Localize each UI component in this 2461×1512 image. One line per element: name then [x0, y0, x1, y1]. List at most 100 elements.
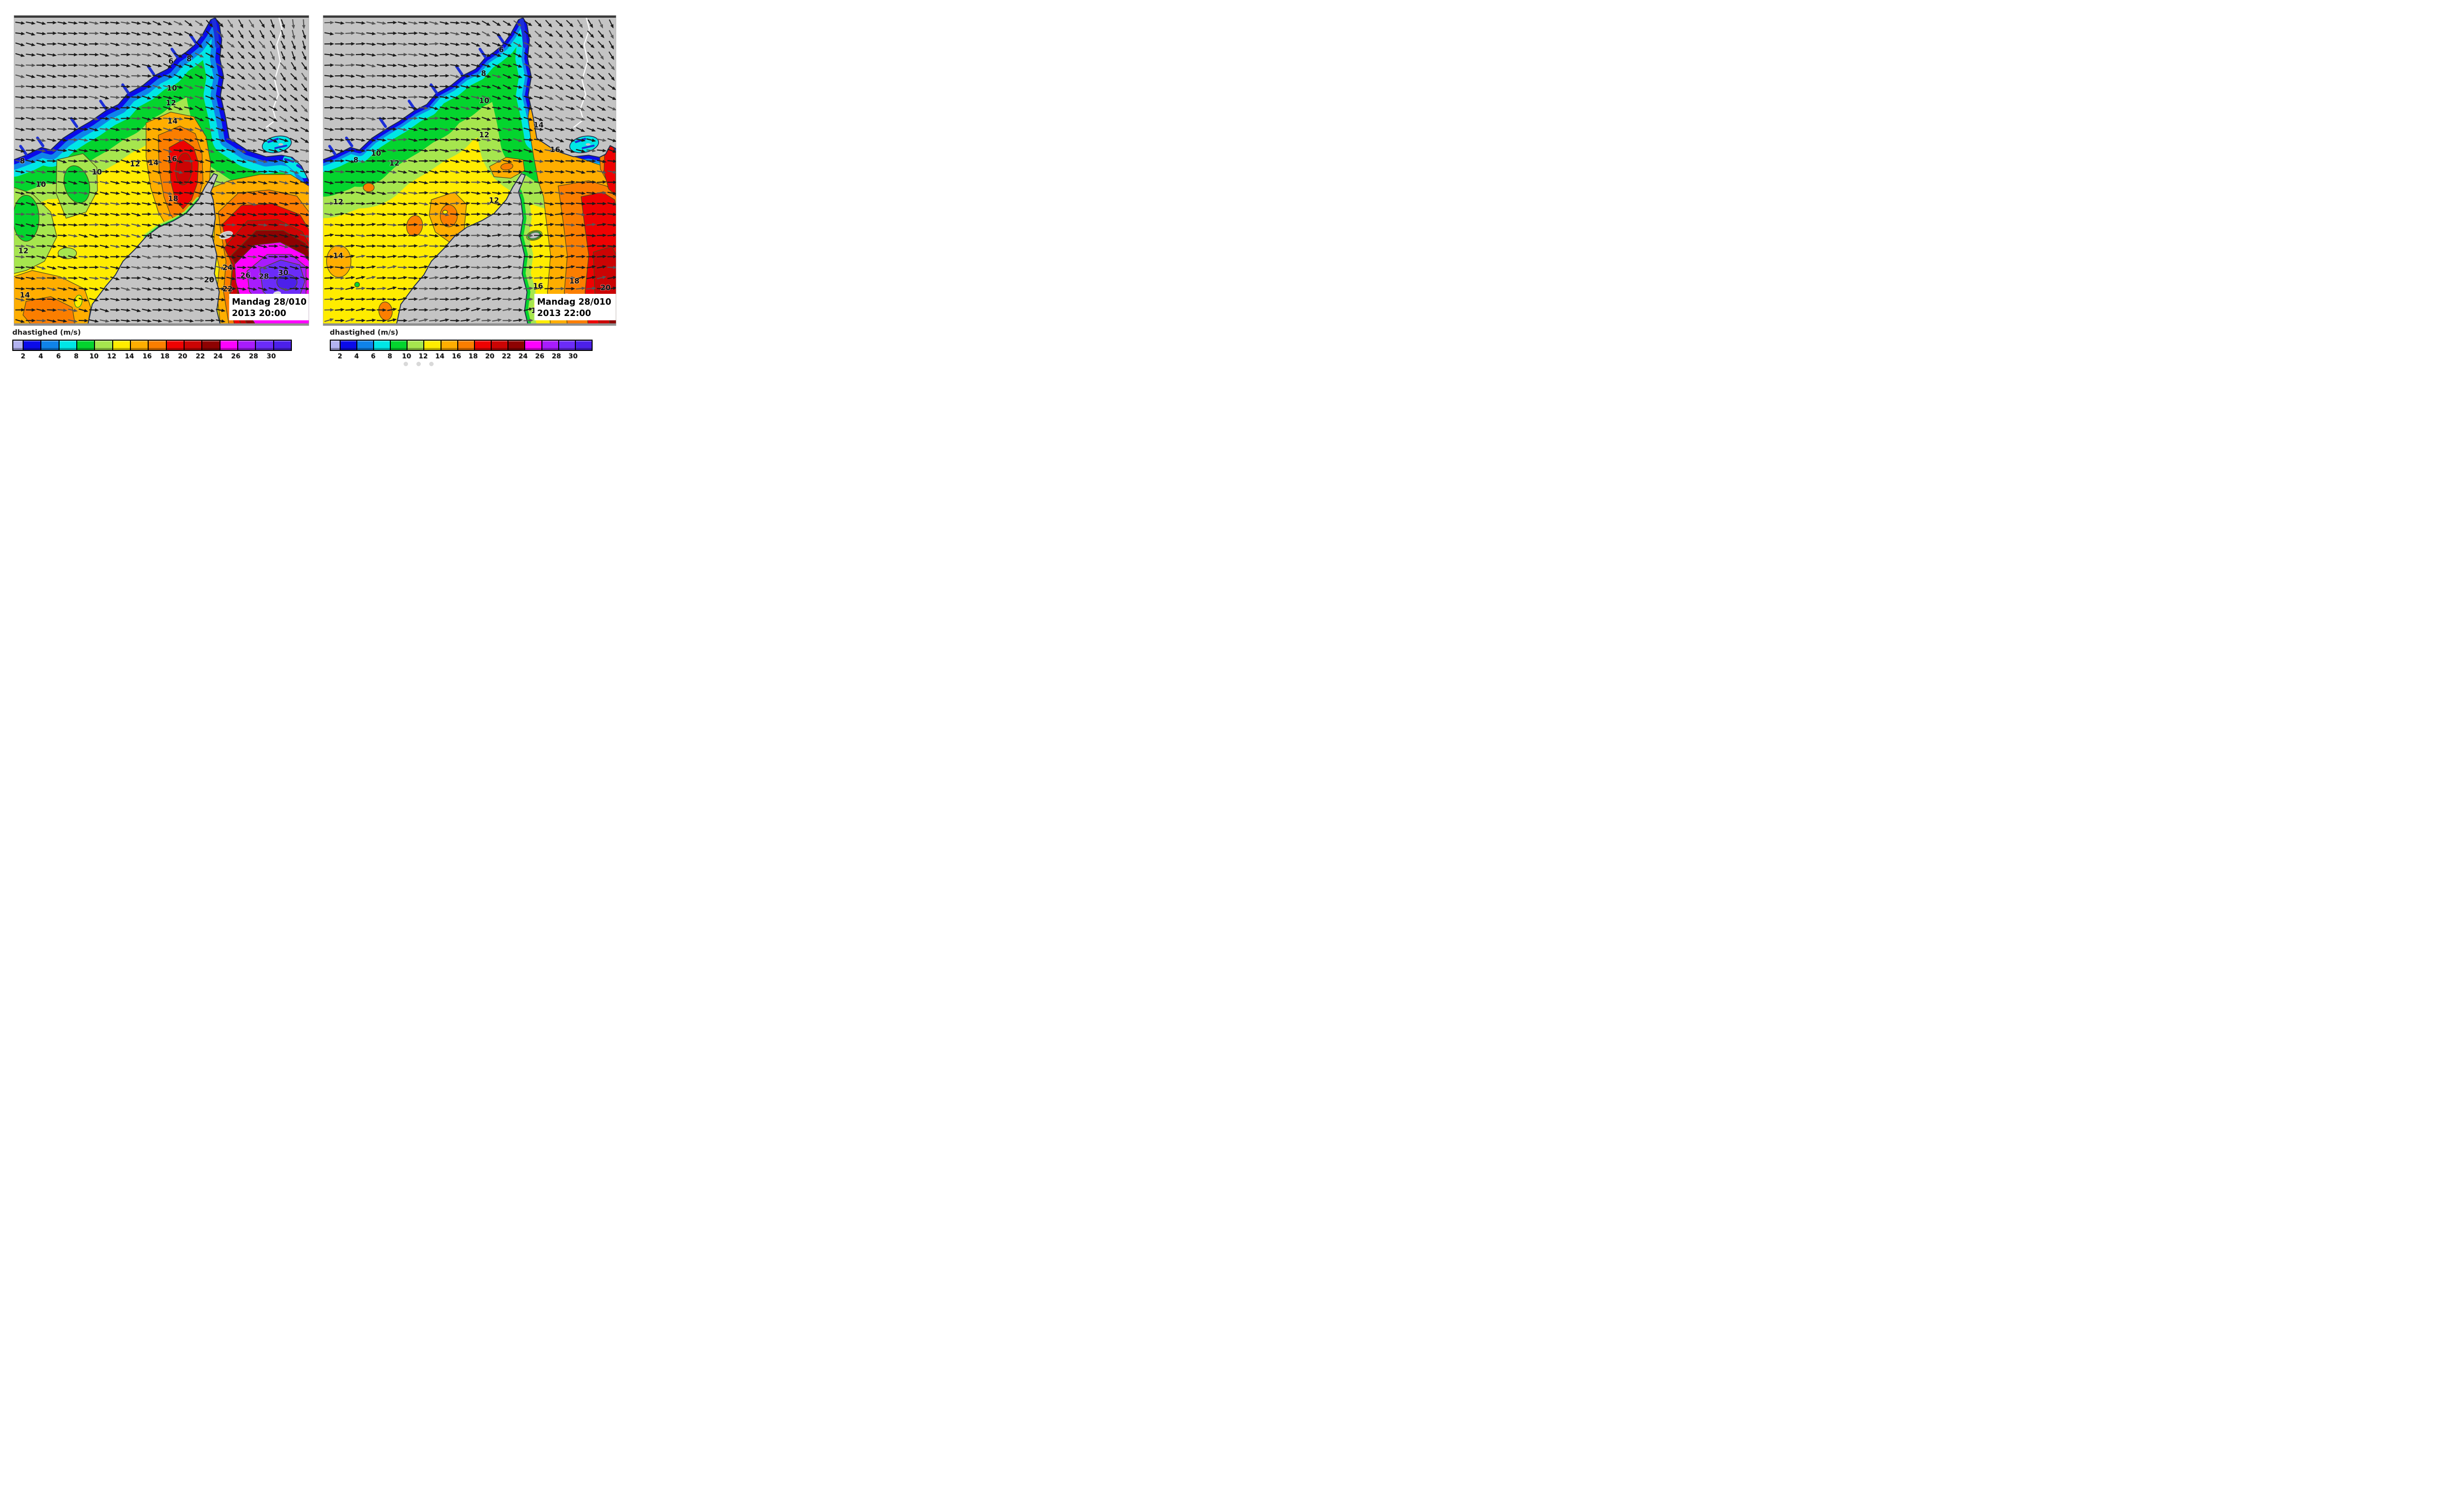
scale-swatch: [274, 341, 291, 350]
contour-label: 8: [187, 55, 191, 63]
scale-tick-label: 2: [337, 352, 343, 360]
scale-swatch: [441, 341, 458, 350]
scale-swatch: [23, 341, 42, 350]
contour-label: 28: [259, 272, 269, 281]
scale-tick-label: 10: [89, 352, 99, 360]
scale-swatch: [59, 341, 77, 350]
scale-tick-label: 14: [125, 352, 134, 360]
scale-swatch: [95, 341, 113, 350]
contour-label: 12: [18, 247, 29, 255]
legend-2200: dhastighed (m/s) 2 4 6 8 10 12 14 16 18 20 22 24 26 2…: [330, 329, 593, 373]
scale-tick-label: 18: [468, 352, 478, 360]
scale-swatch: [391, 341, 408, 350]
scale-tick-label: 20: [485, 352, 495, 360]
contour-label: 14: [333, 252, 344, 260]
scale-swatch: [166, 341, 185, 350]
contour-label: 12: [479, 130, 489, 139]
scale-tick-label: 28: [551, 352, 561, 360]
contour-label: 12: [389, 158, 400, 167]
color-scale-ticks: 2 4 6 8 10 12 14 16 18 20 22 24 26 28 30: [330, 352, 593, 362]
contour-label: 10: [479, 96, 489, 105]
scale-swatch: [331, 341, 341, 350]
contour-label: 12: [489, 196, 499, 205]
contour-label: 8: [481, 69, 486, 78]
color-scale-bar: [330, 340, 593, 351]
scale-swatch: [575, 341, 592, 350]
contour-label: 8: [20, 157, 25, 165]
scale-swatch: [202, 341, 221, 350]
timestamp-line1: Mandag 28/010: [537, 297, 611, 307]
scale-swatch: [149, 341, 167, 350]
scale-swatch: [238, 341, 256, 350]
scale-swatch: [340, 341, 357, 350]
scale-tick-label: 4: [354, 352, 359, 360]
scale-swatch: [474, 341, 492, 350]
contour-label: 10: [371, 149, 381, 158]
contour-label: 12: [130, 159, 140, 168]
scale-tick-label: 30: [568, 352, 578, 360]
contour-label: 14: [167, 117, 178, 126]
scale-swatch: [256, 341, 274, 350]
contour-label: 16: [533, 282, 543, 290]
contour-label: 30: [278, 268, 288, 277]
weather-maps-page: 6 8 10 12 14 16 12 14 18 1 8 10 10 12 14 20 22 24 26 28 30 Ma…: [0, 0, 630, 378]
scale-tick-label: 12: [107, 352, 117, 360]
scale-tick-label: 6: [371, 352, 376, 360]
color-scale-bar: [12, 340, 292, 351]
scale-swatch: [130, 341, 149, 350]
scale-tick-label: 8: [387, 352, 392, 360]
scale-tick-label: 16: [142, 352, 152, 360]
contour-label: 22: [222, 284, 233, 293]
scale-swatch: [525, 341, 542, 350]
timestamp-line1: Mandag 28/010: [232, 297, 307, 307]
scale-tick-label: 10: [402, 352, 411, 360]
scale-tick-label: 26: [535, 352, 544, 360]
scale-swatch: [184, 341, 203, 350]
color-scale-ticks: 2 4 6 8 10 12 14 16 18 20 22 24 26 28 30: [12, 352, 292, 362]
scale-swatch: [41, 341, 60, 350]
scale-swatch: [492, 341, 509, 350]
timestamp-line2: 2013 20:00: [232, 309, 286, 318]
scale-swatch: [374, 341, 391, 350]
scale-swatch: [408, 341, 425, 350]
scale-tick-label: 24: [518, 352, 528, 360]
scale-tick-label: 20: [178, 352, 188, 360]
scale-swatch: [559, 341, 576, 350]
contour-label: 10: [167, 84, 177, 93]
wind-arrows: [15, 19, 309, 323]
scale-swatch: [424, 341, 442, 350]
scale-swatch: [542, 341, 559, 350]
legend-title: dhastighed (m/s): [12, 329, 81, 337]
scale-swatch: [113, 341, 131, 350]
scale-tick-label: 26: [231, 352, 241, 360]
timestamp-box: [534, 294, 616, 320]
scale-tick-label: 16: [451, 352, 461, 360]
wind-arrows: [324, 19, 616, 322]
legend-title: dhastighed (m/s): [330, 329, 399, 337]
contour-label: 10: [92, 168, 102, 177]
scale-tick-label: 2: [21, 352, 26, 360]
scale-swatch: [508, 341, 526, 350]
scale-swatch: [357, 341, 374, 350]
scale-tick-label: 8: [74, 352, 79, 360]
scale-swatch: [220, 341, 239, 350]
contour-label: 18: [168, 194, 178, 203]
map-panel-2200: 6 8 10 12 14 16 10 8 12 12 12 14 16 18 20 1 Mandag 28/01…: [323, 15, 616, 326]
contour-label: 12: [166, 98, 176, 107]
ellipsis-dots-icon: [404, 362, 443, 366]
contour-label: 24: [222, 263, 233, 272]
contour-label: 16: [550, 145, 560, 154]
contour-label: 8: [353, 156, 358, 164]
contour-label: 14: [534, 121, 544, 129]
contour-label: 10: [36, 180, 46, 189]
contour-label: 14: [148, 158, 158, 167]
scale-swatch: [13, 341, 24, 350]
scale-tick-label: 14: [435, 352, 444, 360]
map-panel-2000: 6 8 10 12 14 16 12 14 18 1 8 10 10 12 14 20 22 24 26 28 30 Ma…: [14, 15, 309, 326]
contour-label: 1: [148, 232, 153, 241]
contour-label: 26: [240, 271, 251, 280]
legend-2000: dhastighed (m/s) 2 4 6 8 10 12 14 16 18 20 22 24 26 2…: [12, 329, 292, 373]
scale-tick-label: 30: [266, 352, 276, 360]
